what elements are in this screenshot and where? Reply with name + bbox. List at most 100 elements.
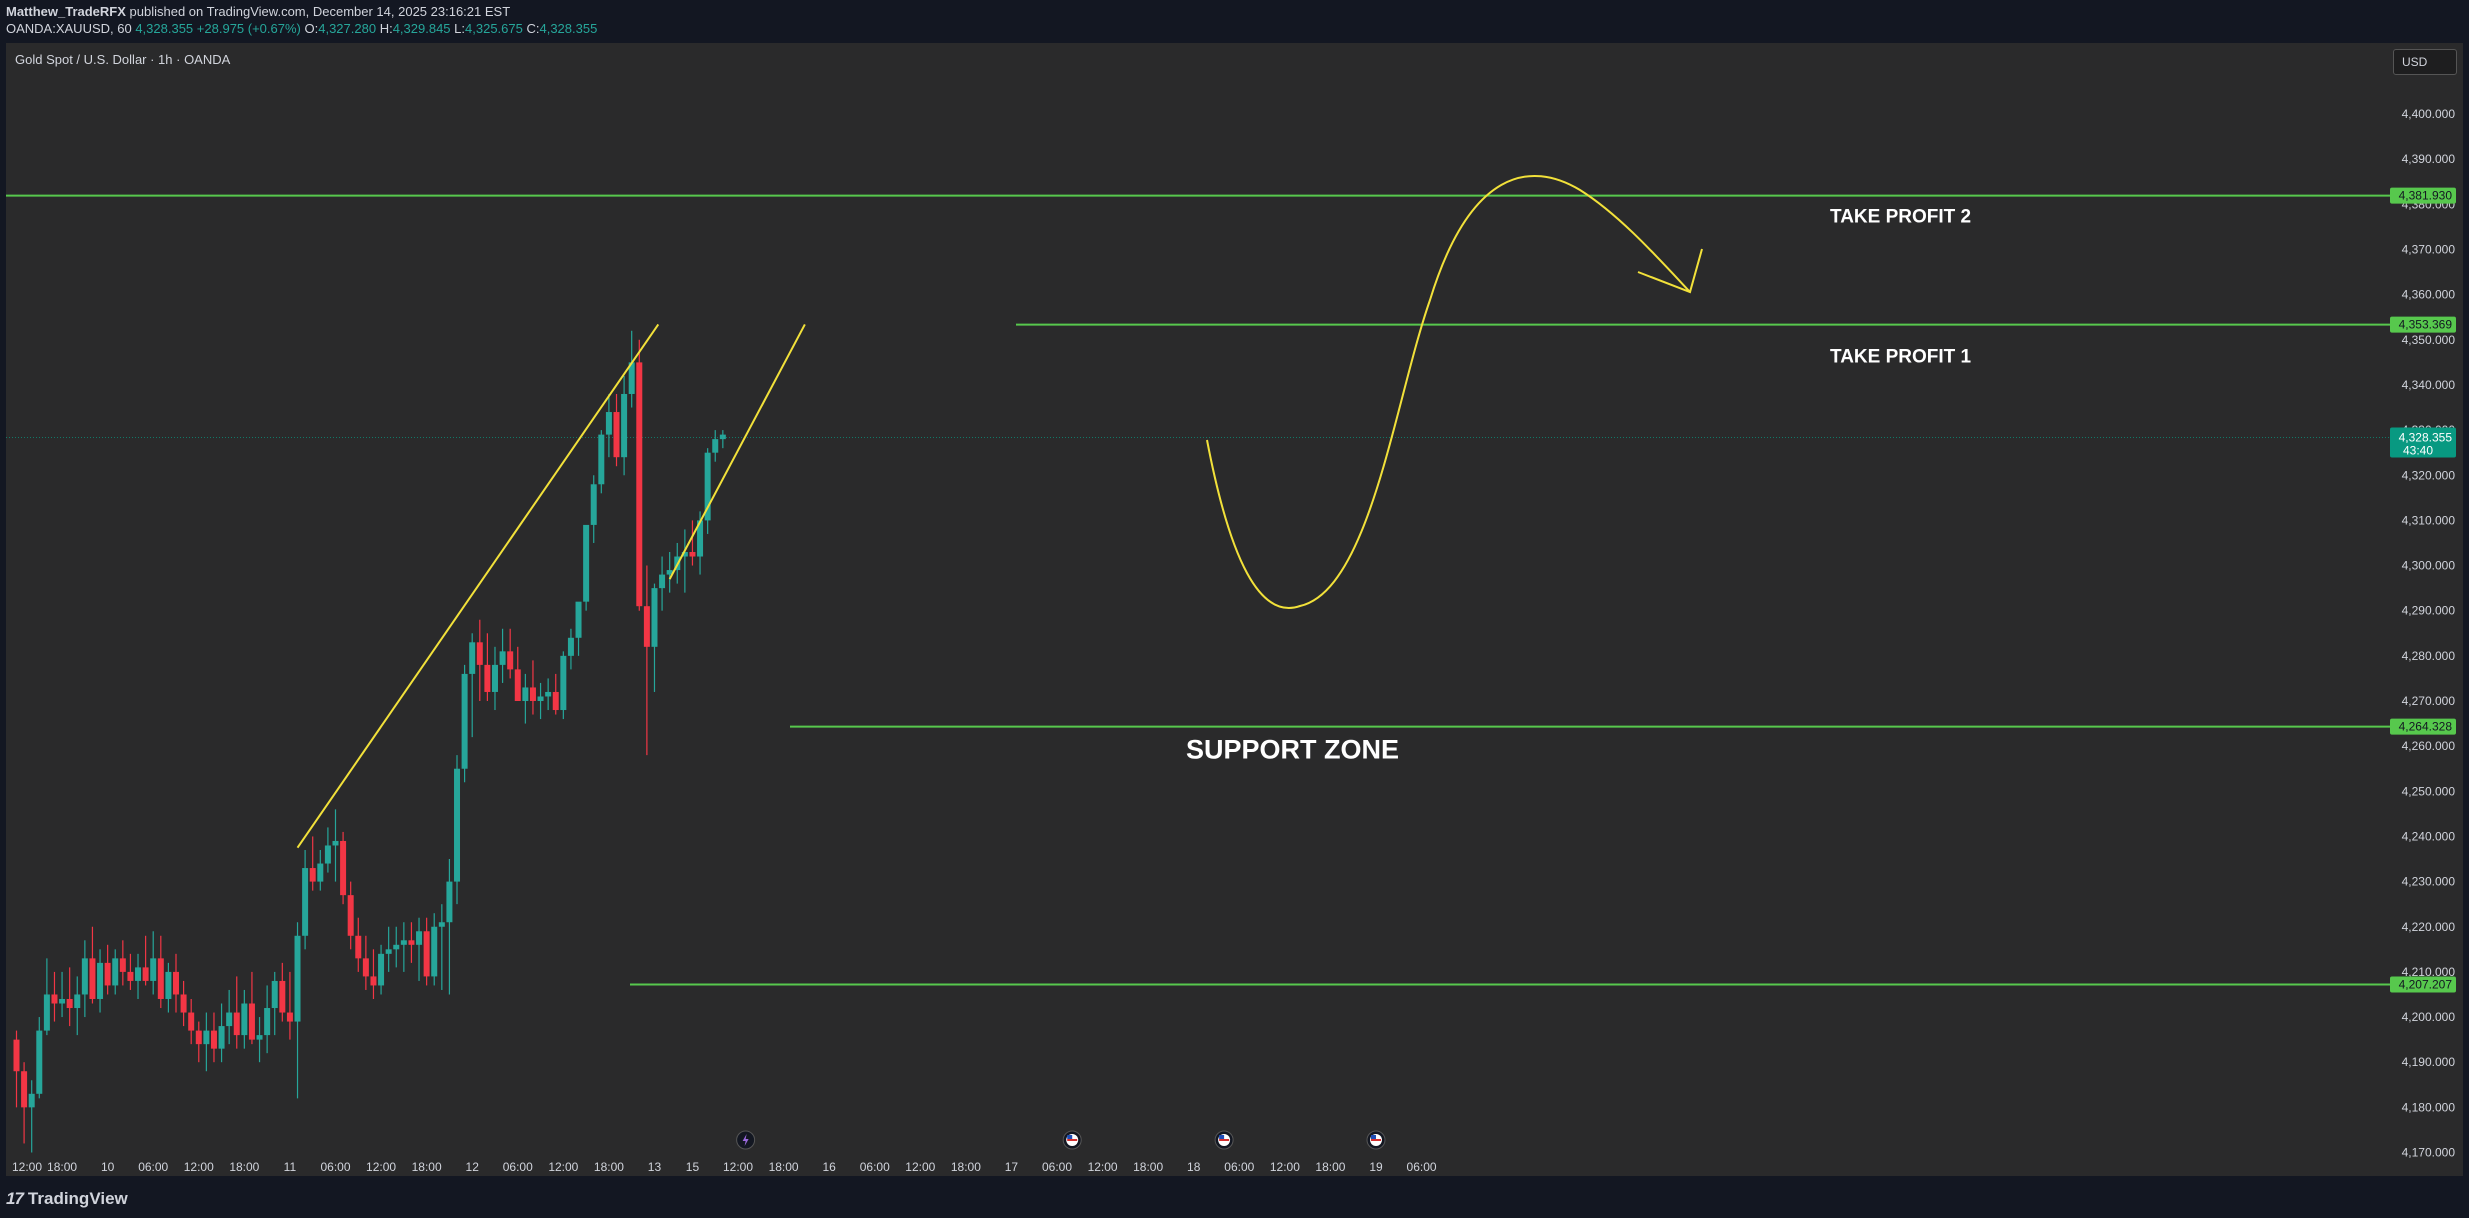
- candle-body: [59, 998, 66, 1004]
- time-tick-label: 18:00: [1133, 1160, 1163, 1174]
- bar-countdown: 43:40: [2403, 444, 2433, 458]
- candles: [13, 330, 726, 1153]
- symbol-title[interactable]: Gold Spot / U.S. Dollar · 1h · OANDA: [15, 52, 231, 67]
- price-tick-label: 4,400.000: [2402, 107, 2456, 121]
- candle-body: [104, 962, 111, 986]
- candle-body: [666, 570, 673, 575]
- level-price-label: 4,353.369: [2399, 318, 2453, 332]
- candle-body: [484, 664, 491, 692]
- open-label: O:: [304, 21, 319, 36]
- candle-body: [423, 931, 430, 977]
- candle-body: [248, 1003, 255, 1040]
- candle-body: [347, 895, 354, 936]
- us-flag-icon: [1371, 1139, 1382, 1141]
- time-tick-label: 17: [1005, 1160, 1019, 1174]
- candle-body: [271, 980, 278, 1009]
- candle-body: [21, 1071, 28, 1108]
- candle-body: [135, 967, 142, 981]
- high-label: H:: [379, 21, 393, 36]
- trend-line[interactable]: [296, 323, 660, 849]
- publish-date: published on TradingView.com, December 1…: [125, 4, 511, 19]
- time-tick-label: 18: [1187, 1160, 1201, 1174]
- price-tick-label: 4,230.000: [2402, 875, 2456, 889]
- publish-header: Matthew_TradeRFX published on TradingVie…: [0, 0, 2469, 40]
- us-flag-icon: [1067, 1139, 1078, 1141]
- candle-body: [476, 642, 483, 665]
- level-price-tag: [2390, 187, 2456, 204]
- time-tick-label: 06:00: [1407, 1160, 1437, 1174]
- drawings: TAKE PROFIT 2 TAKE PROFIT 1 SUPPORT ZONE: [296, 175, 1972, 849]
- candle-body: [560, 655, 567, 711]
- price-tick-label: 4,390.000: [2402, 152, 2456, 166]
- chart-pane[interactable]: [6, 43, 2463, 1176]
- lightning-icon: [742, 1134, 749, 1146]
- candle-body: [446, 881, 453, 923]
- candle-body: [681, 552, 688, 557]
- trend-line[interactable]: [668, 323, 806, 580]
- candle-body: [256, 1035, 263, 1040]
- candle-body: [590, 484, 597, 525]
- time-axis: 12:00 18:00 10 06:00 12:00 18:00 11 06:00 12:00 1…: [12, 1160, 1437, 1174]
- logo-text: TradingView: [27, 1189, 128, 1208]
- candle-body: [491, 664, 498, 692]
- level-price-label: 4,264.328: [2399, 720, 2453, 734]
- us-flag-icon: [1371, 1135, 1377, 1139]
- candle-body: [659, 574, 666, 589]
- candle-body: [264, 1008, 271, 1036]
- chart-annotation[interactable]: TAKE PROFIT 1: [1830, 346, 1972, 367]
- candle-body: [157, 958, 164, 999]
- price-tick-label: 4,190.000: [2402, 1055, 2456, 1069]
- candle-body: [210, 1030, 217, 1049]
- low-value: 4,325.675: [465, 21, 523, 36]
- candle-body: [613, 412, 620, 458]
- candle-body: [469, 642, 476, 674]
- price-tick-label: 4,370.000: [2402, 243, 2456, 257]
- close-label: C:: [526, 21, 540, 36]
- projection-curve[interactable]: [1206, 175, 1691, 609]
- candle-body: [74, 994, 81, 1009]
- candle-body: [89, 958, 96, 999]
- price-tick-label: 4,200.000: [2402, 1010, 2456, 1024]
- candle-body: [218, 1026, 225, 1049]
- candle-body: [499, 651, 506, 665]
- candle-body: [712, 439, 719, 453]
- open-value: 4,327.280: [318, 21, 377, 36]
- candle-body: [332, 840, 339, 846]
- candle-body: [340, 840, 347, 896]
- horizontal-levels: [6, 194, 2390, 986]
- candle-body: [119, 958, 126, 972]
- candle-body: [355, 935, 362, 959]
- time-tick-label: 18:00: [1315, 1160, 1345, 1174]
- candle-body: [81, 958, 88, 995]
- candle-body: [598, 434, 605, 485]
- candle-body: [416, 931, 423, 945]
- candle-body: [583, 524, 590, 602]
- us-flag-icon: [1067, 1135, 1073, 1139]
- candle-body: [514, 669, 521, 701]
- candle-body: [400, 940, 407, 945]
- candle-body: [309, 868, 316, 882]
- time-tick-label: 18:00: [594, 1160, 624, 1174]
- chart-annotation[interactable]: TAKE PROFIT 2: [1830, 206, 1971, 227]
- symbol-interval: OANDA:XAUUSD, 60: [6, 21, 132, 36]
- currency-button[interactable]: USD: [2393, 49, 2457, 75]
- time-tick-label: 10: [101, 1160, 115, 1174]
- price-tick-label: 4,310.000: [2402, 513, 2456, 527]
- tradingview-logo[interactable]: 17 TradingView: [6, 1189, 128, 1209]
- candle-body: [66, 998, 73, 1009]
- ohlc-legend: OANDA:XAUUSD, 60 4,328.355 +28.975 (+0.6…: [6, 21, 597, 36]
- candle-body: [575, 601, 582, 638]
- publisher-name[interactable]: Matthew_TradeRFX: [6, 4, 126, 19]
- candle-body: [454, 768, 461, 882]
- publish-info: Matthew_TradeRFX published on TradingVie…: [6, 4, 510, 19]
- time-tick-label: 18:00: [412, 1160, 442, 1174]
- candle-body: [628, 362, 635, 394]
- chart-annotation[interactable]: SUPPORT ZONE: [1186, 735, 1399, 765]
- candle-body: [621, 393, 628, 458]
- time-tick-label: 18:00: [229, 1160, 259, 1174]
- candle-body: [294, 935, 301, 1022]
- time-tick-label: 06:00: [503, 1160, 533, 1174]
- candle-body: [112, 958, 119, 986]
- candle-body: [172, 971, 179, 995]
